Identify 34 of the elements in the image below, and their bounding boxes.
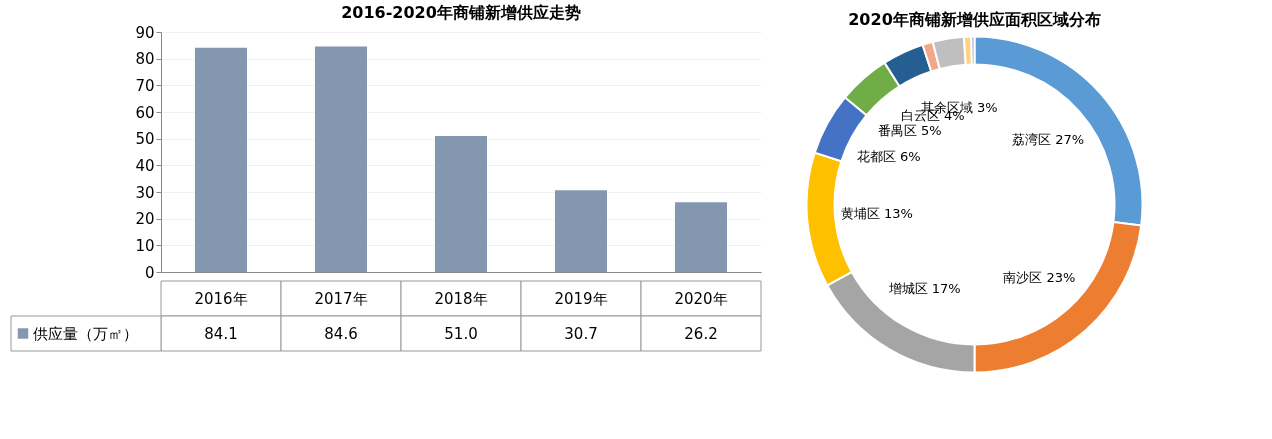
y-tick-label: 10 (135, 236, 155, 255)
x-tick-label: 2016年 (194, 289, 248, 308)
y-tick-label: 0 (144, 263, 155, 282)
slice-label: 荔湾区 27% (1012, 131, 1085, 147)
y-tick-label: 30 (135, 183, 155, 202)
data-label: 84.6 (324, 324, 358, 343)
y-tick-label: 60 (135, 103, 155, 122)
slice-label: 花都区 6% (856, 149, 921, 165)
bar (555, 190, 607, 272)
bar (195, 47, 247, 272)
y-tick-label: 80 (135, 50, 155, 69)
x-tick-label: 2018年 (434, 289, 488, 308)
x-tick-label: 2020年 (674, 289, 728, 308)
y-tick-label: 50 (135, 130, 155, 149)
y-tick-label: 20 (135, 210, 155, 229)
y-tick-label: 90 (135, 23, 155, 42)
slice-label: 南沙区 23% (1003, 270, 1076, 286)
data-label: 30.7 (564, 324, 598, 343)
bar (315, 46, 367, 272)
bar (435, 136, 487, 272)
chart-title: 2016-2020年商铺新增供应走势 (341, 3, 581, 22)
y-tick-label: 40 (135, 156, 155, 175)
data-label: 51.0 (444, 324, 478, 343)
slice-label: 番禺区 5% (877, 122, 942, 138)
legend-label: 供应量（万㎡） (33, 324, 138, 343)
x-tick-label: 2019年 (554, 289, 608, 308)
x-tick-label: 2017年 (314, 289, 368, 308)
bar (675, 202, 727, 272)
data-label: 26.2 (684, 324, 718, 343)
slice-label: 增城区 17% (887, 280, 961, 296)
slice-label: 黄埔区 13% (840, 205, 913, 221)
chart-title: 2020年商铺新增供应面积区域分布 (848, 10, 1101, 29)
data-label: 84.1 (204, 324, 238, 343)
y-tick-label: 70 (135, 76, 155, 95)
